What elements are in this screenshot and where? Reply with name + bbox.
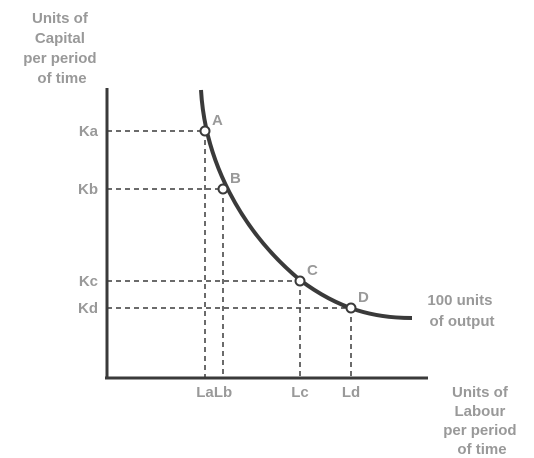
y-tick-ka: Ka [79,123,99,140]
points: A B C D [199,112,369,314]
y-tick-kc: Kc [79,273,98,290]
y-axis-label-line-2: Capital [35,30,85,47]
point-b [217,183,229,195]
x-tick-ld: Ld [342,384,360,401]
point-label-c: C [307,262,318,279]
curve-label-line-2: of output [430,313,495,330]
y-axis-label-line-3: per period [23,50,96,67]
y-tick-labels: Ka Kb Kc Kd [78,123,99,317]
x-tick-labels: La Lb Lc Ld [196,384,360,401]
x-tick-lc: Lc [291,384,309,401]
point-c [294,275,306,287]
x-axis-label-line-4: of time [457,441,506,458]
curve-label: 100 units of output [427,292,496,330]
y-tick-kb: Kb [78,181,98,198]
x-tick-la: La [196,384,214,401]
curve-label-line-1: 100 units [427,292,492,309]
y-axis-label-line-1: Units of [32,10,89,27]
y-axis-label: Units of Capital per period of time [23,10,101,87]
guide-lines [107,130,352,378]
point-label-d: D [358,289,369,306]
point-label-b: B [230,170,241,187]
x-axis-label-line-2: Labour [454,403,505,420]
x-tick-lb: Lb [214,384,232,401]
x-axis-label: Units of Labour per period of time [443,384,521,458]
point-d [345,302,357,314]
x-axis-label-line-3: per period [443,422,516,439]
point-label-a: A [212,112,223,129]
x-axis-label-line-1: Units of [452,384,509,401]
isoquant-curve [199,89,413,320]
y-tick-kd: Kd [78,300,98,317]
y-axis-label-line-4: of time [37,70,86,87]
point-a [199,125,211,137]
